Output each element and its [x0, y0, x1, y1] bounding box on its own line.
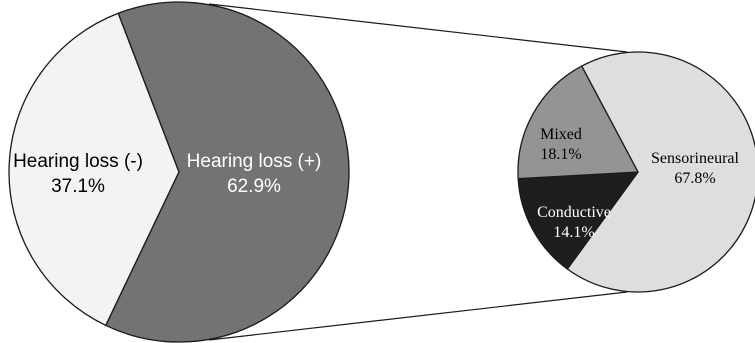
main-pie: Hearing loss (-) 37.1% Hearing loss (+) 62.…	[8, 1, 350, 343]
slice-category-label: Sensorineural	[651, 150, 740, 167]
slice-value-label: 37.1%	[51, 176, 105, 197]
slice-value-label: 14.1%	[553, 224, 594, 241]
slice-value-label: 62.9%	[227, 176, 281, 197]
slice-label-hearing-loss: Hearing loss (-) 37.1%	[13, 151, 143, 197]
pie-slice-mixed	[517, 65, 639, 180]
slice-label-mixed: Mixed 18.1%	[540, 126, 582, 163]
connector-lines	[208, 3, 628, 341]
slice-label-sensorineural: Sensorineural 67.8%	[651, 150, 740, 187]
slice-category-label: Hearing loss (-)	[13, 151, 143, 172]
connector-line-bottom	[208, 291, 628, 341]
slice-category-label: Conductive	[537, 204, 611, 221]
slice-value-label: 18.1%	[540, 146, 581, 163]
pie-slice-sensorineural	[566, 51, 755, 293]
pie-slice-hearing-loss	[105, 1, 350, 343]
slice-value-label: 67.8%	[674, 170, 715, 187]
pie-slice-hearing-loss	[8, 12, 180, 327]
slice-category-label: Mixed	[540, 126, 582, 143]
slice-label-hearing-loss: Hearing loss (+) 62.9%	[187, 151, 322, 197]
slice-category-label: Hearing loss (+)	[187, 151, 322, 172]
pie-slice-conductive	[517, 171, 639, 270]
breakdown-pie: Sensorineural 67.8% Conductive 14.1% Mixed 18…	[517, 51, 755, 293]
connector-line-top	[208, 3, 628, 53]
slice-label-conductive: Conductive 14.1%	[537, 204, 611, 241]
